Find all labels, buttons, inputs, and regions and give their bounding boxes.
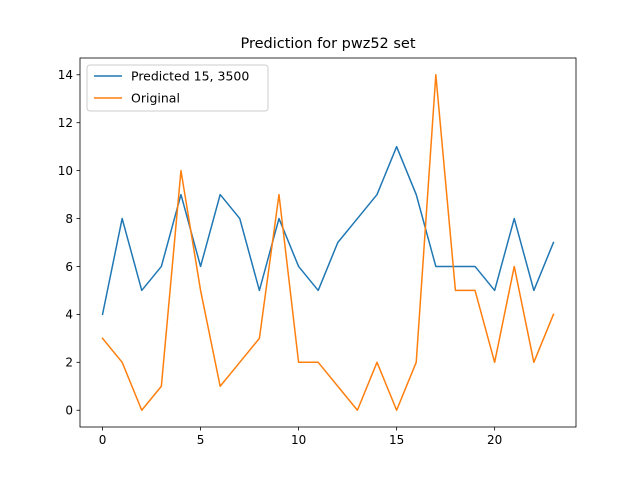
y-tick-label: 12 (58, 116, 73, 130)
legend-label-0: Predicted 15, 3500 (131, 69, 249, 84)
y-tick-label: 4 (65, 308, 73, 322)
chart-title: Prediction for pwz52 set (240, 36, 415, 52)
legend-label-1: Original (131, 91, 180, 106)
y-tick-label: 14 (58, 68, 73, 82)
plot-area: 0 5 10 15 20 0 2 4 6 8 10 12 14 Predicted 15, 3500 Ori… (58, 57, 577, 447)
y-tick-label: 0 (65, 404, 73, 418)
legend-box (86, 64, 269, 112)
x-tick-label: 5 (197, 433, 205, 447)
y-tick-label: 2 (65, 356, 73, 370)
axes-frame (79, 57, 577, 428)
series-line-1 (101, 74, 555, 411)
y-tick-label: 10 (58, 164, 73, 178)
x-tick-label: 20 (487, 433, 502, 447)
x-tick-label: 10 (291, 433, 306, 447)
y-tick-label: 8 (65, 212, 73, 226)
x-tick-label: 15 (389, 433, 404, 447)
x-tick-label: 0 (99, 433, 107, 447)
y-tick-label: 6 (65, 260, 73, 274)
